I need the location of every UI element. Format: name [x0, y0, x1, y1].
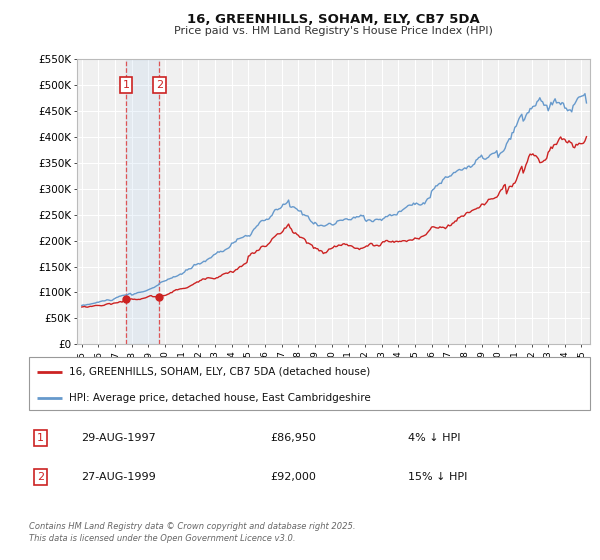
Text: 29-AUG-1997: 29-AUG-1997 — [81, 433, 156, 443]
Bar — [126, 59, 160, 344]
Text: 4% ↓ HPI: 4% ↓ HPI — [408, 433, 461, 443]
Text: 2: 2 — [156, 80, 163, 90]
Text: Price paid vs. HM Land Registry's House Price Index (HPI): Price paid vs. HM Land Registry's House … — [173, 26, 493, 36]
Text: 1: 1 — [122, 80, 130, 90]
Text: 15% ↓ HPI: 15% ↓ HPI — [408, 472, 467, 482]
FancyBboxPatch shape — [29, 357, 590, 410]
Text: 27-AUG-1999: 27-AUG-1999 — [81, 472, 156, 482]
Text: Contains HM Land Registry data © Crown copyright and database right 2025.
This d: Contains HM Land Registry data © Crown c… — [29, 522, 355, 543]
Text: 16, GREENHILLS, SOHAM, ELY, CB7 5DA: 16, GREENHILLS, SOHAM, ELY, CB7 5DA — [187, 13, 479, 26]
Text: HPI: Average price, detached house, East Cambridgeshire: HPI: Average price, detached house, East… — [69, 393, 371, 403]
Text: 16, GREENHILLS, SOHAM, ELY, CB7 5DA (detached house): 16, GREENHILLS, SOHAM, ELY, CB7 5DA (det… — [69, 367, 370, 377]
Text: £86,950: £86,950 — [270, 433, 316, 443]
Text: 1: 1 — [37, 433, 44, 443]
Text: £92,000: £92,000 — [270, 472, 316, 482]
Text: 2: 2 — [37, 472, 44, 482]
